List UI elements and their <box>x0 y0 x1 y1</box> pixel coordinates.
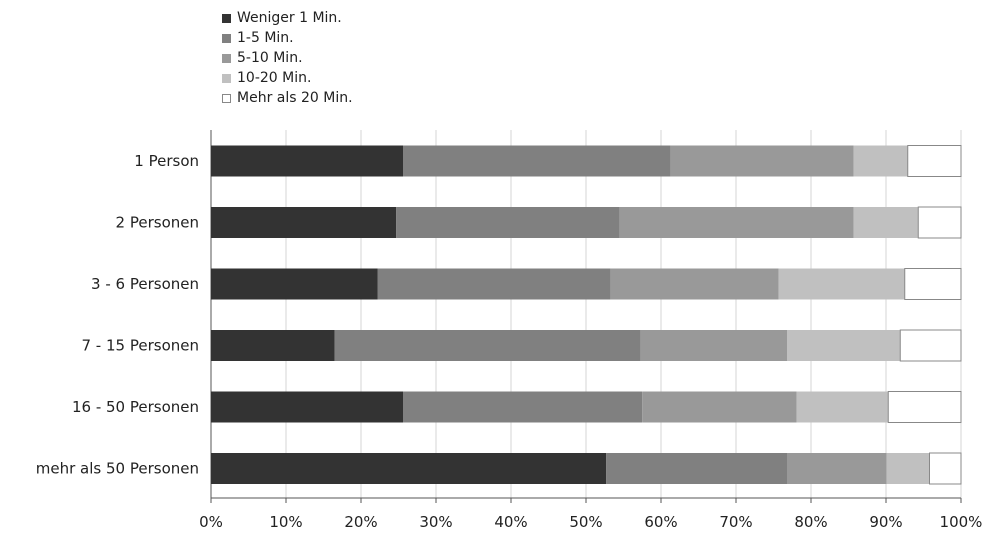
category-labels: 1 Person 2 Personen 3 - 6 Personen 7 - 15 P… <box>36 152 199 478</box>
legend-label: Mehr als 20 Min. <box>237 90 353 106</box>
bar-segment <box>778 268 905 300</box>
x-tick-label: 100% <box>940 513 983 531</box>
bar-segment <box>211 330 335 361</box>
category-label: mehr als 50 Personen <box>36 460 199 478</box>
gridlines <box>210 130 962 503</box>
category-label: 2 Personen <box>116 214 199 232</box>
x-tick-label: 20% <box>344 513 377 531</box>
bar-segment <box>917 206 962 239</box>
bar-segment <box>640 330 787 361</box>
category-label: 1 Person <box>134 152 199 170</box>
bar-segment <box>887 391 962 423</box>
bar-segment <box>211 453 607 484</box>
x-axis-ticks: 0% 10% 20% 30% 40% 50% 60% 70% 80% 90% 100% <box>199 513 982 531</box>
bar-segment <box>211 268 378 300</box>
legend-swatch <box>222 53 231 63</box>
legend-label: 10-20 Min. <box>237 70 312 86</box>
bar-segment <box>787 330 901 361</box>
bar-segment <box>886 453 930 484</box>
bars <box>211 145 962 485</box>
bar-segment <box>396 207 620 238</box>
category-label: 16 - 50 Personen <box>72 398 199 416</box>
bar-segment <box>403 145 671 177</box>
bar-segment <box>904 268 962 300</box>
legend-swatch <box>222 93 231 103</box>
bar-segment <box>929 452 962 485</box>
legend-item: 1-5 Min. <box>222 28 353 48</box>
bar-segment <box>899 329 962 362</box>
bar-segment <box>211 145 403 177</box>
bar-segment <box>670 145 854 177</box>
legend-swatch <box>222 33 231 43</box>
legend-swatch <box>222 73 231 83</box>
bar-segment <box>787 453 887 484</box>
bar-segment <box>610 268 779 300</box>
bar-segment <box>606 453 787 484</box>
legend-swatch <box>222 13 231 23</box>
bar-segment <box>642 391 797 423</box>
legend-item: 5-10 Min. <box>222 48 353 68</box>
legend: Weniger 1 Min. 1-5 Min. 5-10 Min. 10-20 … <box>222 8 353 108</box>
legend-item: Mehr als 20 Min. <box>222 88 353 108</box>
legend-item: 10-20 Min. <box>222 68 353 88</box>
x-tick-label: 40% <box>494 513 527 531</box>
x-tick-label: 80% <box>794 513 827 531</box>
legend-label: 1-5 Min. <box>237 30 294 46</box>
x-tick-label: 10% <box>269 513 302 531</box>
x-tick-label: 30% <box>419 513 452 531</box>
bar-segment <box>853 207 919 238</box>
x-tick-label: 90% <box>869 513 902 531</box>
bar-segment <box>211 391 403 423</box>
x-tick-label: 60% <box>644 513 677 531</box>
bar-segment <box>403 391 643 423</box>
bar-segment <box>377 268 611 300</box>
bar-segment <box>211 207 397 238</box>
category-label: 7 - 15 Personen <box>82 337 200 355</box>
bar-segment <box>796 391 889 423</box>
bar-segment <box>619 207 854 238</box>
bar-segment <box>334 330 641 361</box>
x-tick-label: 70% <box>719 513 752 531</box>
x-tick-label: 50% <box>569 513 602 531</box>
bar-segment <box>853 145 908 177</box>
legend-item: Weniger 1 Min. <box>222 8 353 28</box>
x-tick-label: 0% <box>199 513 223 531</box>
legend-label: Weniger 1 Min. <box>237 10 342 26</box>
legend-label: 5-10 Min. <box>237 50 303 66</box>
bar-segment <box>907 145 962 177</box>
category-label: 3 - 6 Personen <box>91 275 199 293</box>
